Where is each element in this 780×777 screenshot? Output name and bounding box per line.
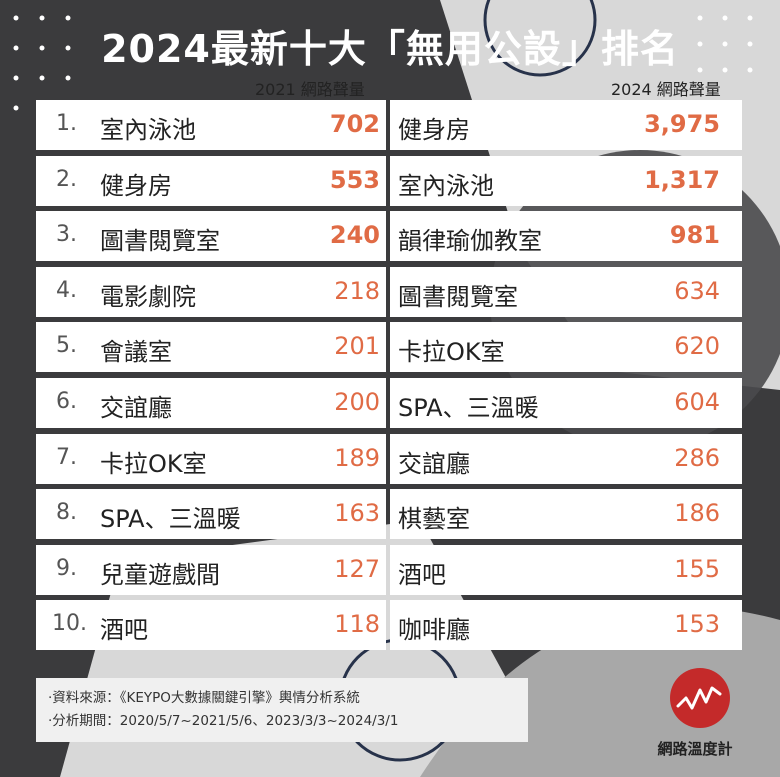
table-row-2024: SPA、三溫暖 604 <box>390 378 742 428</box>
facility-name: 室內泳池 <box>398 172 494 200</box>
volume-value: 286 <box>674 444 720 472</box>
pulse-wave-icon <box>670 668 730 728</box>
facility-name: 電影劇院 <box>100 283 196 311</box>
table-row-2021: 10. 酒吧 118 <box>36 600 386 650</box>
facility-name: 韻律瑜伽教室 <box>398 227 542 255</box>
facility-name: 酒吧 <box>100 616 148 644</box>
rank-label: 9. <box>56 556 77 581</box>
volume-value: 1,317 <box>644 166 720 194</box>
volume-value: 118 <box>334 610 380 638</box>
facility-name: 室內泳池 <box>100 116 196 144</box>
brand-logo: 網路溫度計 <box>657 668 740 758</box>
source-line: ‧資料來源：《KEYPO大數據關鍵引擎》輿情分析系統 <box>48 690 360 706</box>
rank-label: 1. <box>56 111 77 136</box>
rank-label: 4. <box>56 278 77 303</box>
table-row-2021: 5. 會議室 201 <box>36 322 386 372</box>
table-row-2024: 咖啡廳 153 <box>390 600 742 650</box>
facility-name: 圖書閱覽室 <box>398 283 518 311</box>
facility-name: 健身房 <box>100 172 172 200</box>
volume-value: 634 <box>674 277 720 305</box>
facility-name: SPA、三溫暖 <box>398 394 539 422</box>
volume-value: 553 <box>329 166 380 194</box>
facility-name: 健身房 <box>398 116 470 144</box>
volume-value: 163 <box>334 499 380 527</box>
rank-label: 2. <box>56 167 77 192</box>
facility-name: 卡拉OK室 <box>100 450 207 478</box>
table-row-2021: 1. 室內泳池 702 <box>36 100 386 150</box>
table-row-2021: 4. 電影劇院 218 <box>36 267 386 317</box>
table-row-2021: 3. 圖書閱覽室 240 <box>36 211 386 261</box>
volume-value: 218 <box>334 277 380 305</box>
facility-name: 會議室 <box>100 338 172 366</box>
source-note: ‧資料來源：《KEYPO大數據關鍵引擎》輿情分析系統 ‧分析期間：2020/5/… <box>36 678 528 742</box>
volume-value: 240 <box>329 221 380 249</box>
logo-text: 網路溫度計 <box>657 740 733 758</box>
column-header-2024: 2024 網路聲量 <box>611 80 721 99</box>
volume-value: 186 <box>674 499 720 527</box>
rank-label: 8. <box>56 500 77 525</box>
facility-name: 卡拉OK室 <box>398 338 505 366</box>
volume-value: 3,975 <box>644 110 720 138</box>
facility-name: 交誼廳 <box>398 450 470 478</box>
volume-value: 127 <box>334 555 380 583</box>
table-row-2021: 9. 兒童遊戲間 127 <box>36 545 386 595</box>
volume-value: 702 <box>329 110 380 138</box>
rank-label: 6. <box>56 389 77 414</box>
table-row-2024: 酒吧 155 <box>390 545 742 595</box>
facility-name: SPA、三溫暖 <box>100 505 241 533</box>
volume-value: 604 <box>674 388 720 416</box>
volume-value: 200 <box>334 388 380 416</box>
period-line: ‧分析期間：2020/5/7~2021/5/6、2023/3/3~2024/3/… <box>48 713 399 729</box>
volume-value: 981 <box>669 221 720 249</box>
table-row-2021: 6. 交誼廳 200 <box>36 378 386 428</box>
table-row-2021: 7. 卡拉OK室 189 <box>36 434 386 484</box>
table-row-2024: 圖書閱覽室 634 <box>390 267 742 317</box>
table-row-2024: 棋藝室 186 <box>390 489 742 539</box>
volume-value: 201 <box>334 332 380 360</box>
table-row-2024: 韻律瑜伽教室 981 <box>390 211 742 261</box>
table-row-2024: 卡拉OK室 620 <box>390 322 742 372</box>
rank-label: 5. <box>56 333 77 358</box>
rank-label: 10. <box>52 611 87 636</box>
volume-value: 189 <box>334 444 380 472</box>
column-header-2021: 2021 網路聲量 <box>255 80 365 99</box>
table-row-2024: 健身房 3,975 <box>390 100 742 150</box>
volume-value: 153 <box>674 610 720 638</box>
table-row-2021: 8. SPA、三溫暖 163 <box>36 489 386 539</box>
facility-name: 圖書閱覽室 <box>100 227 220 255</box>
rank-label: 3. <box>56 222 77 247</box>
facility-name: 兒童遊戲間 <box>100 561 220 589</box>
volume-value: 155 <box>674 555 720 583</box>
table-row-2021: 2. 健身房 553 <box>36 156 386 206</box>
rank-label: 7. <box>56 445 77 470</box>
volume-value: 620 <box>674 332 720 360</box>
facility-name: 咖啡廳 <box>398 616 470 644</box>
page-title: 2024最新十大「無用公設」排名 <box>101 27 679 71</box>
facility-name: 棋藝室 <box>398 505 470 533</box>
table-row-2024: 室內泳池 1,317 <box>390 156 742 206</box>
facility-name: 酒吧 <box>398 561 446 589</box>
facility-name: 交誼廳 <box>100 394 172 422</box>
table-row-2024: 交誼廳 286 <box>390 434 742 484</box>
